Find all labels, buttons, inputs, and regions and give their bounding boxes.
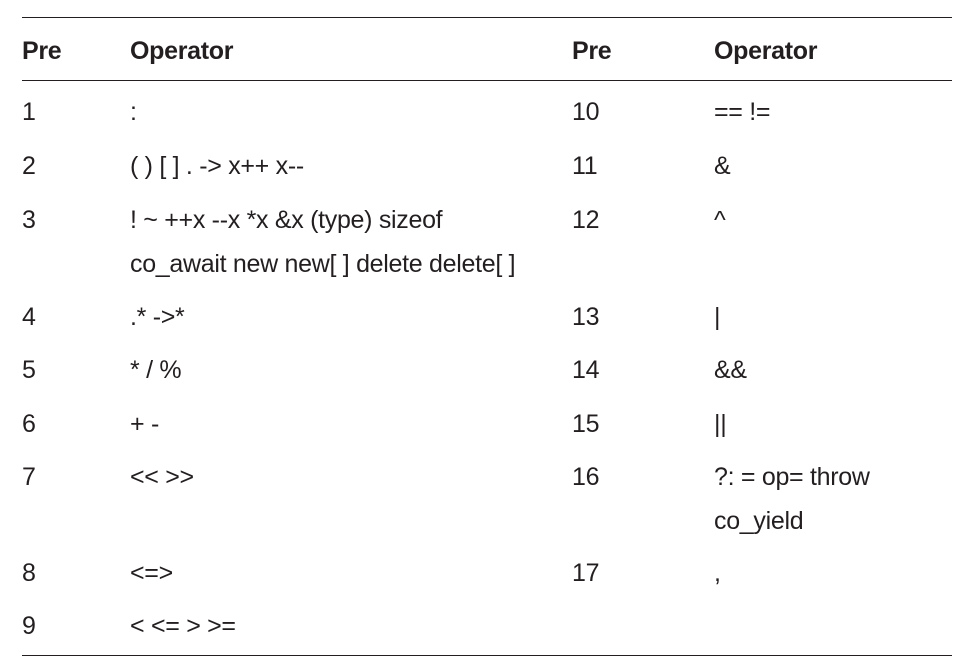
right-pre-13: 13 xyxy=(572,303,600,331)
left-pre-5: 5 xyxy=(22,356,36,384)
left-op-5: * / % xyxy=(130,356,182,384)
left-pre-9: 9 xyxy=(22,612,36,640)
left-pre-1: 1 xyxy=(22,98,36,126)
right-pre-12: 12 xyxy=(572,206,600,234)
left-op-3a: ! ~ ++x --x *x &x (type) sizeof xyxy=(130,206,443,234)
left-op-9: < <= > >= xyxy=(130,612,236,640)
left-op-8: <=> xyxy=(130,559,173,587)
right-pre-17: 17 xyxy=(572,559,600,587)
left-op-3b: co_await new new[ ] delete delete[ ] xyxy=(130,250,516,278)
right-pre-15: 15 xyxy=(572,410,600,438)
right-pre-14: 14 xyxy=(572,356,600,384)
left-pre-3: 3 xyxy=(22,206,36,234)
left-op-2: ( ) [ ] . -> x++ x-- xyxy=(130,152,304,180)
header-operator-left: Operator xyxy=(130,37,234,65)
right-pre-10: 10 xyxy=(572,98,600,126)
table-top-rule xyxy=(22,17,952,18)
left-op-4: .* ->* xyxy=(130,303,185,331)
header-rule xyxy=(22,80,952,81)
right-op-12: ^ xyxy=(714,206,726,234)
right-op-16a: ?: = op= throw xyxy=(714,463,870,491)
right-pre-11: 11 xyxy=(572,152,598,180)
table-bottom-rule xyxy=(22,655,952,656)
right-op-13: | xyxy=(714,303,721,331)
header-pre-right: Pre xyxy=(572,37,612,65)
left-pre-7: 7 xyxy=(22,463,36,491)
left-op-7: << >> xyxy=(130,463,194,491)
right-op-11: & xyxy=(714,152,731,180)
header-pre-left: Pre xyxy=(22,37,62,65)
right-op-17: , xyxy=(714,559,721,587)
left-pre-8: 8 xyxy=(22,559,36,587)
right-op-16b: co_yield xyxy=(714,507,804,535)
right-op-10: == != xyxy=(714,98,771,126)
left-op-1: : xyxy=(130,98,137,126)
left-pre-4: 4 xyxy=(22,303,36,331)
right-op-15: || xyxy=(714,410,727,438)
left-pre-6: 6 xyxy=(22,410,36,438)
right-pre-16: 16 xyxy=(572,463,600,491)
right-op-14: && xyxy=(714,356,747,384)
left-pre-2: 2 xyxy=(22,152,36,180)
header-operator-right: Operator xyxy=(714,37,818,65)
left-op-6: + - xyxy=(130,410,159,438)
